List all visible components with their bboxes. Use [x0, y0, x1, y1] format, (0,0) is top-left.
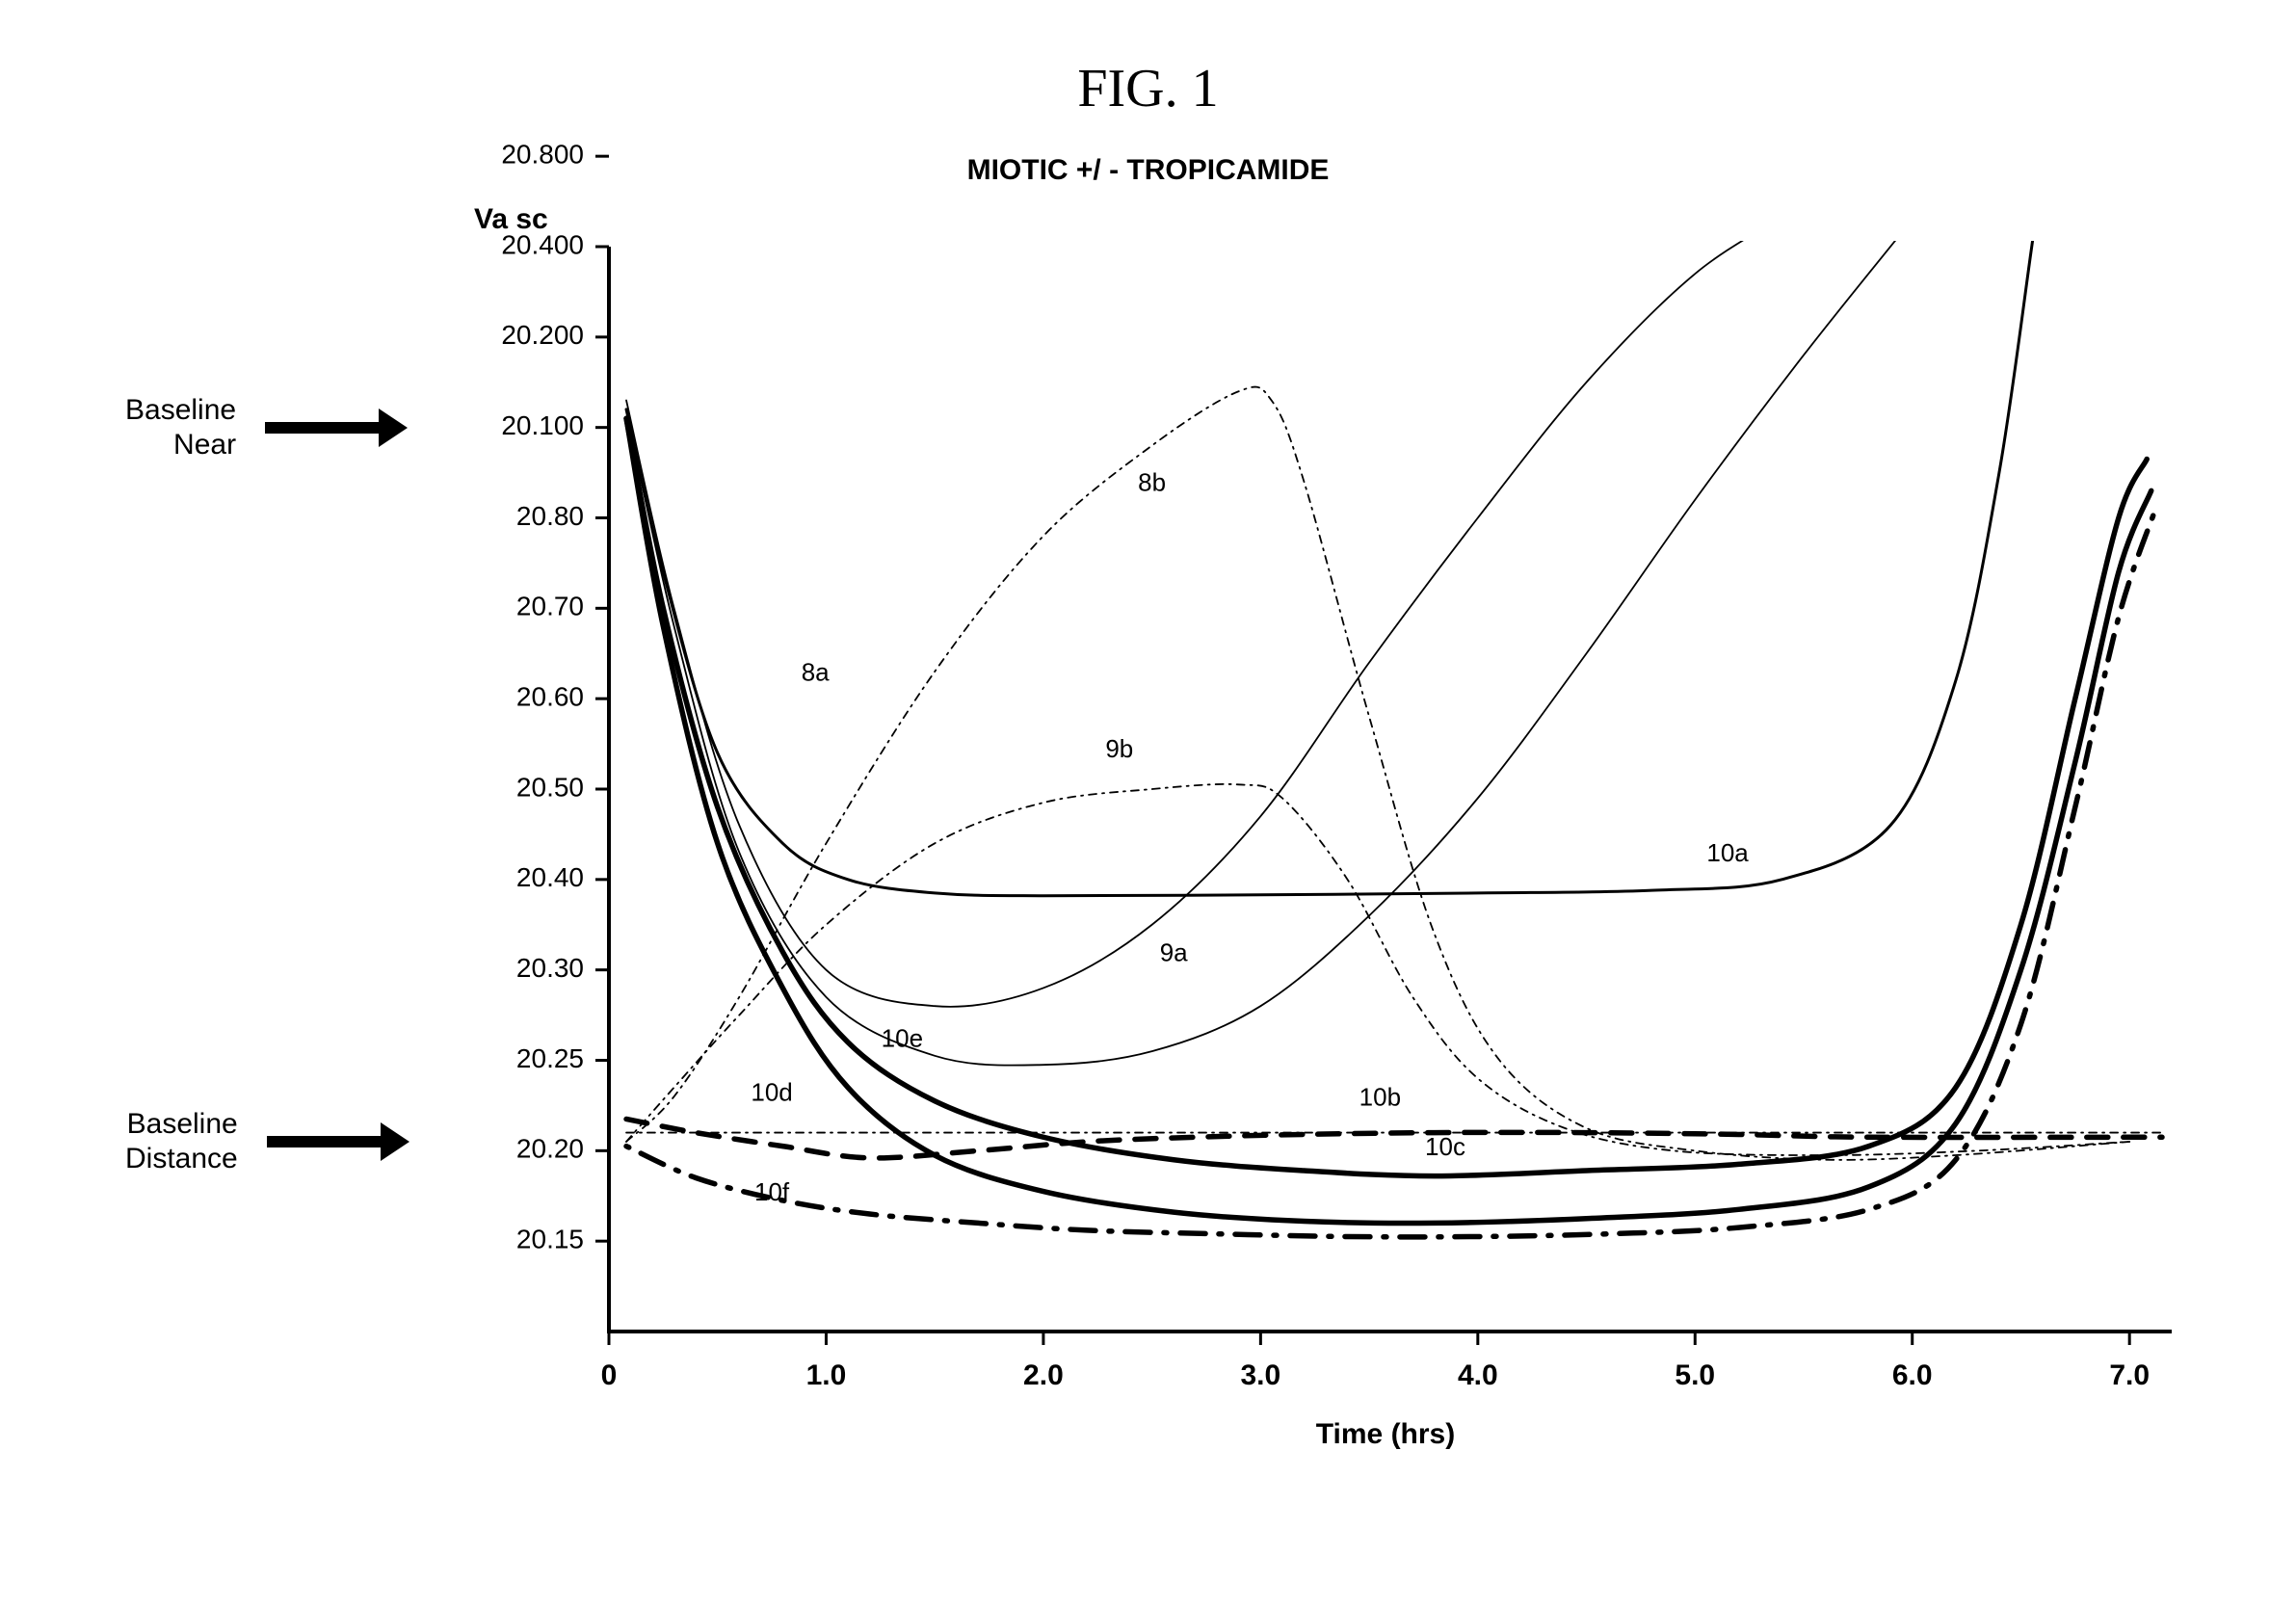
curve-label-10f: 10f — [754, 1177, 790, 1206]
svg-text:1.0: 1.0 — [806, 1359, 847, 1391]
svg-text:2.0: 2.0 — [1023, 1359, 1064, 1391]
curve-8a — [626, 138, 1869, 1006]
svg-text:20.20: 20.20 — [516, 1134, 584, 1164]
svg-text:3.0: 3.0 — [1241, 1359, 1281, 1391]
svg-text:4.0: 4.0 — [1458, 1359, 1498, 1391]
curve-label-10e: 10e — [882, 1023, 923, 1052]
svg-text:20.15: 20.15 — [516, 1225, 584, 1254]
curve-9a — [626, 138, 1977, 1065]
svg-text:6.0: 6.0 — [1892, 1359, 1933, 1391]
curve-label-9a: 9a — [1160, 937, 1188, 966]
svg-text:20.200: 20.200 — [501, 320, 584, 350]
svg-text:7.0: 7.0 — [2109, 1359, 2150, 1391]
svg-text:20.25: 20.25 — [516, 1043, 584, 1073]
curve-label-10a: 10a — [1706, 838, 1749, 867]
svg-text:20.100: 20.100 — [501, 410, 584, 440]
curve-label-10c: 10c — [1425, 1132, 1465, 1161]
curve-10f — [626, 509, 2155, 1237]
chart-svg: 20.15 20.20 20.25 20.30 20.40 20.50 20.60 20.70… — [0, 0, 2296, 1609]
svg-text:20.50: 20.50 — [516, 772, 584, 802]
curve-label-9b: 9b — [1105, 734, 1133, 763]
curve-label-8a: 8a — [802, 657, 830, 686]
figure-container: FIG. 1 MIOTIC +/ - TROPICAMIDE Va sc Tim… — [0, 0, 2296, 1609]
curve-label-10b: 10b — [1359, 1082, 1401, 1111]
svg-text:20.60: 20.60 — [516, 682, 584, 712]
svg-text:20.30: 20.30 — [516, 953, 584, 983]
svg-text:20.400: 20.400 — [501, 229, 584, 259]
svg-text:20.800: 20.800 — [501, 140, 584, 170]
svg-text:20.40: 20.40 — [516, 862, 584, 892]
svg-text:20.70: 20.70 — [516, 592, 584, 621]
curve-label-8b: 8b — [1138, 467, 1166, 496]
svg-text:0: 0 — [601, 1359, 618, 1391]
svg-text:5.0: 5.0 — [1675, 1359, 1715, 1391]
svg-text:20.80: 20.80 — [516, 501, 584, 531]
curve-label-10d: 10d — [751, 1078, 792, 1107]
curve-10a — [626, 138, 2046, 895]
